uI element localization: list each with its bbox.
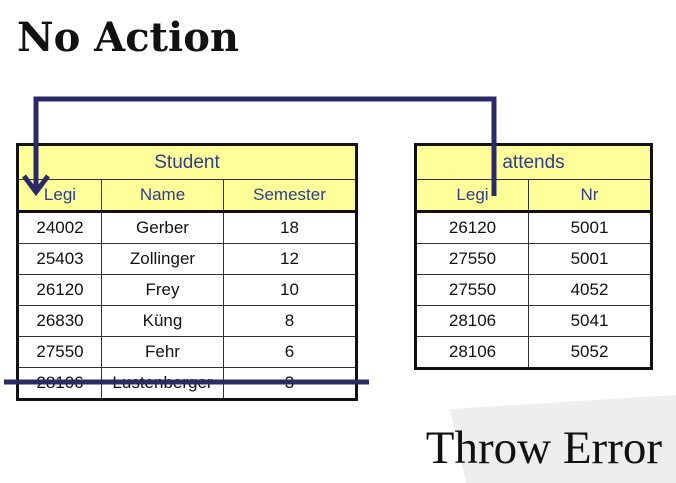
student-column-header: Name (101, 179, 224, 213)
table-row: 28106 5041 (414, 305, 654, 337)
attends-column-header: Nr (527, 179, 654, 213)
table-cell: 18 (222, 211, 359, 244)
throw-error-label: Throw Error (425, 422, 662, 474)
table-cell: 27550 (414, 243, 529, 275)
table-cell: Gerber (101, 211, 224, 244)
attends-column-header: Legi (414, 179, 529, 213)
table-row: 27550 5001 (414, 243, 654, 275)
table-row: 25403 Zollinger 12 (16, 243, 359, 275)
table-row: 27550 4052 (414, 274, 654, 306)
table-cell: 5041 (527, 305, 654, 337)
table-cell: 4052 (527, 274, 654, 306)
table-cell: 24002 (16, 211, 102, 244)
table-cell: 28106 (414, 305, 529, 337)
attends-table: attends Legi Nr 26120 5001 27550 5001 27… (413, 143, 654, 370)
table-cell: 6 (222, 336, 359, 368)
table-cell: 28106 (16, 367, 102, 401)
table-cell: Küng (101, 305, 224, 337)
table-cell: Lustenberger (101, 367, 224, 401)
table-row: 26120 Frey 10 (16, 274, 359, 306)
table-cell: Fehr (101, 336, 224, 368)
student-column-header: Semester (222, 179, 359, 213)
table-row: 24002 Gerber 18 (16, 211, 359, 244)
slide-title: No Action (17, 14, 239, 61)
table-cell: 3 (222, 367, 359, 401)
student-table-caption: Student (15, 143, 359, 180)
table-cell: 10 (222, 274, 359, 306)
table-cell: 5001 (527, 211, 654, 244)
table-cell: 26120 (16, 274, 102, 306)
table-row-deleted: 28106 Lustenberger 3 (16, 367, 359, 401)
student-column-header: Legi (16, 179, 102, 213)
table-cell: 25403 (16, 243, 102, 275)
table-row: 27550 Fehr 6 (16, 336, 359, 368)
table-row: 26120 5001 (414, 211, 654, 244)
table-cell: 8 (222, 305, 359, 337)
table-cell: 27550 (16, 336, 102, 368)
table-cell: 12 (222, 243, 359, 275)
table-cell: Zollinger (101, 243, 224, 275)
table-cell: 5052 (527, 336, 654, 370)
table-row: 28106 5052 (414, 336, 654, 370)
table-cell: Frey (101, 274, 224, 306)
table-row: 26830 Küng 8 (16, 305, 359, 337)
student-table: Student Legi Name Semester 24002 Gerber … (15, 143, 359, 401)
table-cell: 26830 (16, 305, 102, 337)
table-cell: 27550 (414, 274, 529, 306)
table-cell: 28106 (414, 336, 529, 370)
table-cell: 26120 (414, 211, 529, 244)
attends-table-caption: attends (413, 143, 654, 180)
table-cell: 5001 (527, 243, 654, 275)
